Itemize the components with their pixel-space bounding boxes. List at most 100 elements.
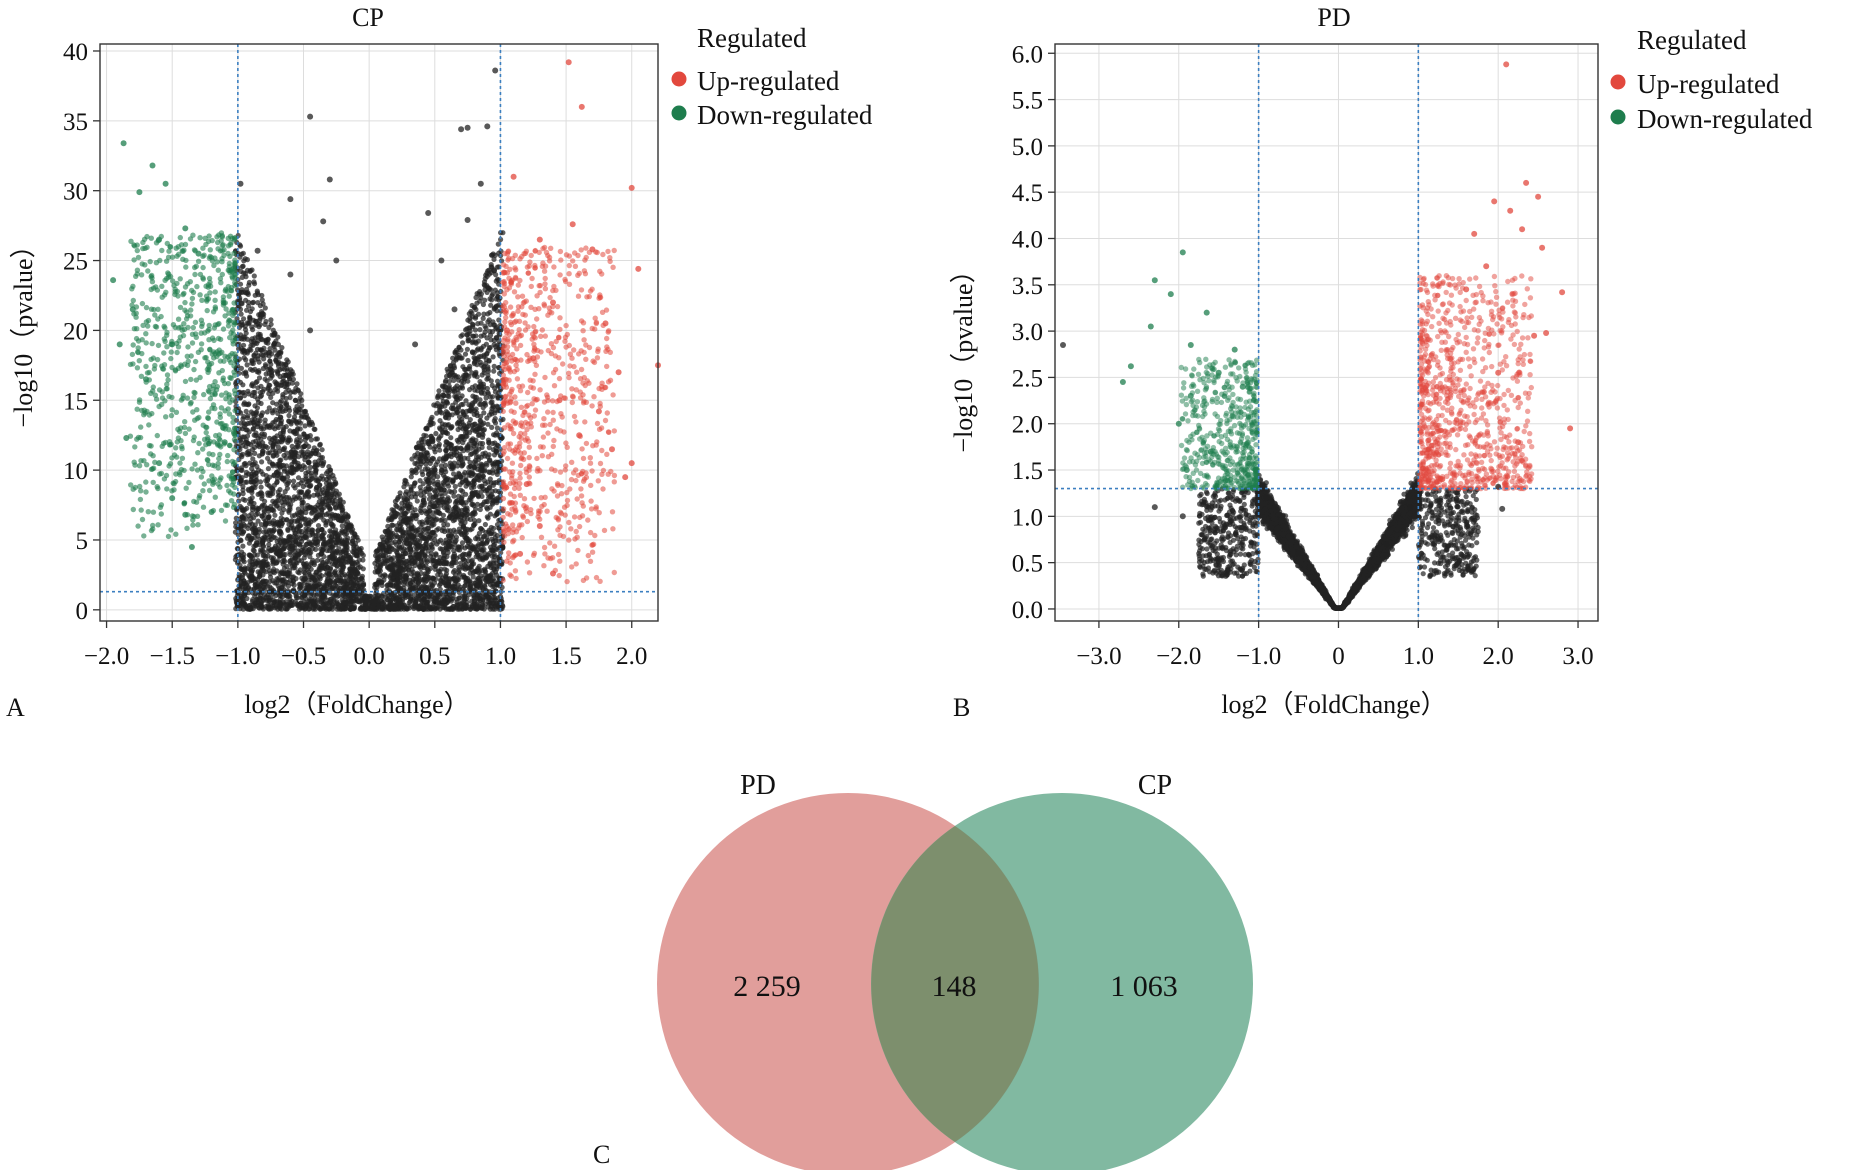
scatter-point — [396, 561, 402, 568]
scatter-point — [473, 306, 479, 313]
scatter-point — [255, 396, 261, 402]
scatter-point — [283, 570, 289, 576]
scatter-point — [425, 525, 431, 532]
scatter-point — [486, 458, 493, 464]
scatter-point — [277, 537, 283, 544]
scatter-point — [484, 537, 491, 544]
scatter-point — [242, 523, 248, 529]
scatter-point — [298, 490, 304, 496]
scatter-point — [433, 430, 439, 437]
scatter-point — [294, 381, 300, 387]
scatter-point — [474, 362, 480, 368]
scatter-point — [379, 534, 385, 540]
scatter-point — [273, 470, 279, 476]
scatter-point — [448, 596, 454, 602]
scatter-point — [326, 606, 332, 612]
scatter-point — [487, 484, 493, 490]
scatter-point — [287, 394, 293, 400]
scatter-point — [306, 460, 312, 466]
scatter-point — [485, 499, 491, 505]
scatter-point — [423, 577, 429, 584]
scatter-point — [306, 603, 313, 609]
scatter-point — [270, 443, 276, 449]
scatter-point — [326, 572, 332, 578]
scatter-point — [448, 435, 454, 441]
scatter-point — [249, 324, 255, 330]
scatter-point — [476, 563, 482, 570]
scatter-point — [274, 502, 280, 508]
scatter-point — [467, 363, 473, 369]
scatter-point — [308, 519, 314, 525]
scatter-point — [483, 272, 489, 278]
scatter-point — [238, 311, 244, 317]
scatter-point — [317, 442, 323, 448]
scatter-point — [293, 444, 299, 450]
scatter-point — [472, 399, 478, 405]
scatter-point — [277, 604, 283, 610]
scatter-point — [303, 414, 309, 420]
scatter-point — [289, 513, 295, 519]
scatter-point — [491, 363, 497, 369]
scatter-point — [241, 334, 247, 340]
scatter-point — [328, 470, 334, 476]
scatter-point — [298, 391, 304, 397]
scatter-point — [269, 373, 275, 379]
scatter-point — [414, 576, 420, 582]
scatter-point — [289, 369, 295, 375]
scatter-point — [390, 555, 397, 561]
scatter-point — [489, 424, 495, 430]
scatter-point — [270, 534, 277, 540]
scatter-point — [258, 400, 264, 407]
scatter-point — [310, 532, 316, 538]
scatter-point — [248, 498, 254, 504]
scatter-point — [355, 537, 361, 543]
scatter-point — [360, 552, 366, 559]
scatter-point — [458, 402, 464, 408]
scatter-point — [249, 267, 255, 273]
scatter-point — [239, 264, 245, 270]
scatter-point — [247, 308, 254, 315]
scatter-point — [259, 459, 265, 465]
scatter-point — [318, 599, 325, 605]
scatter-point — [259, 312, 265, 318]
scatter-point — [377, 572, 383, 578]
scatter-point — [437, 409, 443, 415]
scatter-point — [468, 405, 474, 411]
scatter-point — [239, 467, 245, 473]
scatter-point — [242, 479, 248, 485]
scatter-point — [252, 563, 258, 570]
scatter-point — [451, 559, 457, 566]
scatter-point — [436, 441, 442, 447]
scatter-point — [302, 408, 309, 414]
scatter-point — [413, 516, 419, 522]
scatter-point — [343, 559, 349, 565]
scatter-point — [450, 360, 457, 366]
scatter-point — [494, 533, 500, 539]
scatter-point — [473, 406, 479, 412]
scatter-point — [479, 541, 485, 547]
scatter-point — [432, 558, 438, 565]
scatter-point — [271, 528, 277, 534]
scatter-point — [457, 605, 463, 611]
scatter-point — [280, 599, 286, 606]
scatter-point — [275, 497, 281, 504]
scatter-point — [329, 513, 335, 519]
scatter-point — [467, 459, 473, 465]
scatter-point — [486, 439, 492, 445]
scatter-point — [441, 556, 447, 562]
scatter-point — [470, 393, 476, 399]
scatter-point — [464, 346, 470, 352]
scatter-point — [257, 491, 263, 497]
scatter-point — [259, 513, 265, 519]
scatter-point — [443, 571, 449, 577]
scatter-point — [243, 369, 249, 375]
scatter-point — [301, 431, 307, 437]
scatter-point — [475, 552, 481, 558]
scatter-point — [475, 338, 482, 344]
scatter-point — [485, 347, 491, 354]
scatter-point — [472, 421, 478, 427]
scatter-point — [252, 403, 258, 409]
scatter-point — [239, 554, 246, 560]
scatter-point — [460, 479, 466, 485]
scatter-point — [260, 389, 266, 395]
